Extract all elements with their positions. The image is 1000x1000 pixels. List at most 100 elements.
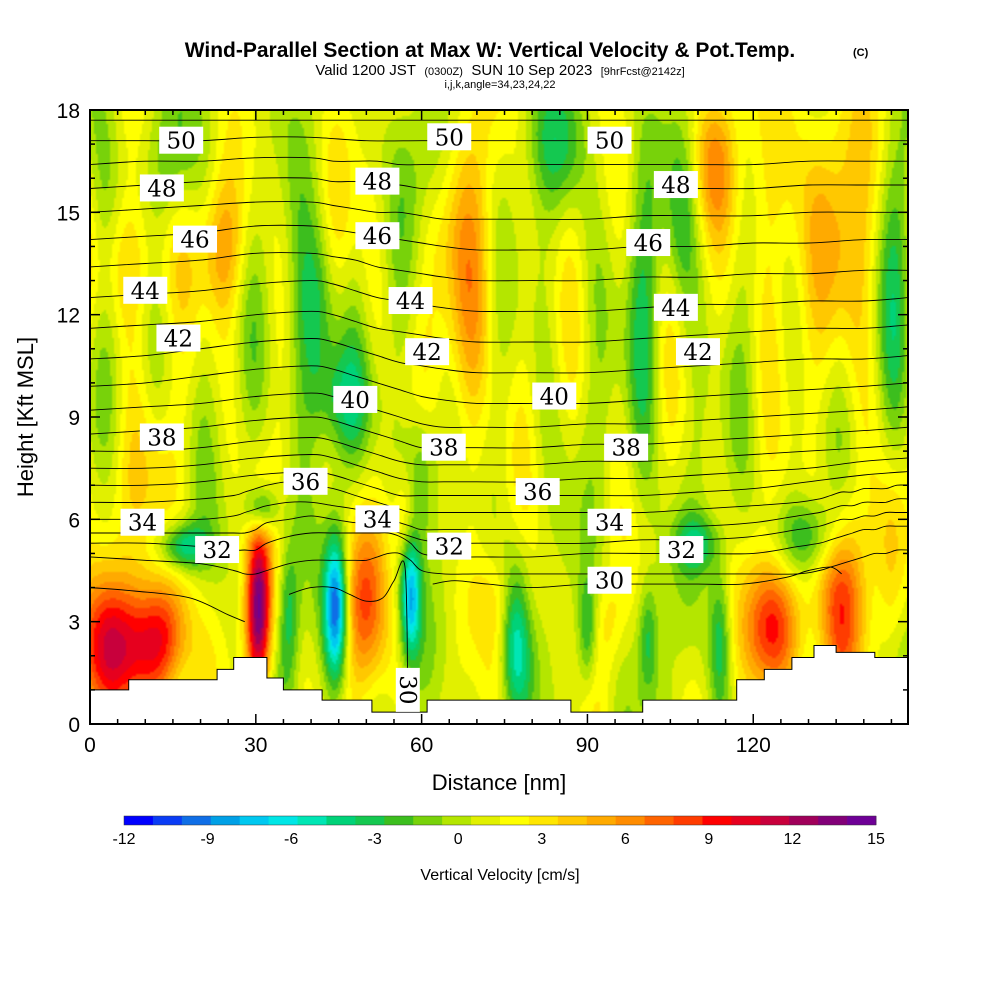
colorbar-tick-label: 6 [621, 831, 630, 848]
axis-ticks [89, 109, 908, 725]
contour-label: 44 [123, 276, 168, 305]
x-tick-label: 30 [244, 734, 267, 757]
theta-contour-line [90, 252, 908, 282]
x-axis-label: Distance [nm] [432, 770, 567, 795]
theta-contour-line [90, 201, 908, 220]
svg-text:32: 32 [202, 538, 231, 564]
theta-contour-line [288, 560, 409, 690]
contour-label: 34 [355, 505, 400, 533]
colorbar-tick-label: -6 [284, 831, 298, 848]
colorbar [123, 815, 877, 826]
contour-label: 42 [675, 338, 720, 366]
potential-temperature-contours [90, 119, 908, 690]
svg-text:40: 40 [540, 385, 569, 411]
contour-label: 38 [421, 433, 466, 462]
copyright-mark: (C) [853, 47, 869, 59]
svg-text:38: 38 [611, 436, 640, 462]
colorbar-swatch [384, 816, 414, 825]
contour-label: 36 [283, 467, 328, 496]
theta-contour-line [90, 224, 908, 251]
svg-text:50: 50 [595, 129, 624, 155]
colorbar-swatch [673, 816, 703, 825]
colorbar-swatch [413, 816, 443, 825]
svg-text:48: 48 [661, 173, 690, 199]
y-tick-label: 9 [68, 407, 80, 430]
theta-contour-line [90, 177, 908, 190]
x-tick-label: 0 [84, 734, 96, 757]
subtitle-utc: (0300Z) [424, 66, 463, 78]
contour-label: 50 [587, 126, 632, 155]
colorbar-swatch [210, 816, 241, 825]
colorbar-swatch [471, 816, 501, 825]
colorbar-swatch [500, 816, 530, 825]
colorbar-swatch [586, 816, 617, 825]
y-tick-label: 18 [57, 100, 80, 123]
colorbar-swatch [731, 816, 761, 825]
x-tick-label: 90 [576, 734, 599, 757]
chart-subtitle: Valid 1200 JST (0300Z) SUN 10 Sep 2023 [… [315, 62, 684, 79]
theta-contour-line [90, 365, 908, 405]
contour-label: 32 [659, 536, 704, 564]
colorbar-label: Vertical Velocity [cm/s] [420, 867, 579, 884]
theta-contour-line [90, 454, 908, 483]
svg-text:44: 44 [661, 296, 690, 322]
contour-label: 38 [604, 433, 649, 462]
chart-title: Wind-Parallel Section at Max W: Vertical… [185, 39, 796, 62]
colorbar-swatch [239, 816, 270, 825]
svg-text:42: 42 [413, 340, 442, 366]
contour-label: 40 [333, 385, 378, 414]
svg-text:46: 46 [634, 231, 663, 257]
contour-label: 46 [355, 222, 400, 250]
colorbar-tick-label: 9 [704, 831, 713, 848]
y-tick-label: 6 [68, 509, 80, 532]
colorbar-swatch [355, 816, 385, 825]
svg-text:42: 42 [164, 327, 193, 353]
x-tick-label: 120 [736, 734, 771, 757]
svg-text:38: 38 [147, 425, 176, 451]
contour-label: 46 [173, 225, 218, 254]
colorbar-swatch [528, 816, 559, 825]
theta-contour-line [90, 136, 908, 142]
theta-contour-line [90, 156, 908, 166]
theta-contour-line [90, 437, 908, 466]
svg-text:36: 36 [291, 470, 320, 496]
svg-text:44: 44 [131, 279, 160, 305]
colorbar-swatch [181, 816, 212, 825]
colorbar-swatch [644, 816, 674, 825]
theta-contour-line [90, 338, 908, 374]
contour-label: 50 [159, 126, 204, 155]
colorbar-swatch [818, 816, 848, 825]
y-tick-label: 3 [68, 612, 80, 635]
terrain [90, 645, 908, 724]
svg-text:36: 36 [523, 480, 552, 506]
colorbar-swatch [326, 816, 356, 825]
contour-label: 30 [587, 566, 632, 595]
theta-contour-line [432, 566, 842, 589]
colorbar-swatch [442, 816, 472, 825]
colorbar-tick-label: 12 [784, 831, 802, 848]
contour-label: 42 [405, 338, 450, 366]
colorbar-tick-label: -12 [112, 831, 135, 848]
contour-label: 30 [394, 667, 420, 712]
svg-text:30: 30 [595, 569, 624, 595]
svg-text:46: 46 [363, 224, 392, 250]
svg-text:34: 34 [595, 511, 624, 537]
contour-label: 34 [587, 508, 632, 537]
svg-text:30: 30 [394, 675, 420, 704]
svg-text:34: 34 [128, 511, 157, 537]
contour-label: 44 [388, 287, 433, 315]
x-tick-label: 60 [410, 734, 433, 757]
y-tick-label: 0 [68, 714, 80, 737]
colorbar-tick-label: 0 [454, 831, 463, 848]
svg-text:34: 34 [363, 507, 392, 533]
svg-text:32: 32 [667, 538, 696, 564]
colorbar-frame [123, 815, 877, 826]
svg-text:50: 50 [167, 129, 196, 155]
y-tick-label: 12 [57, 305, 80, 328]
svg-text:50: 50 [435, 125, 464, 151]
svg-text:38: 38 [429, 436, 458, 462]
theta-contour-line [90, 471, 908, 497]
